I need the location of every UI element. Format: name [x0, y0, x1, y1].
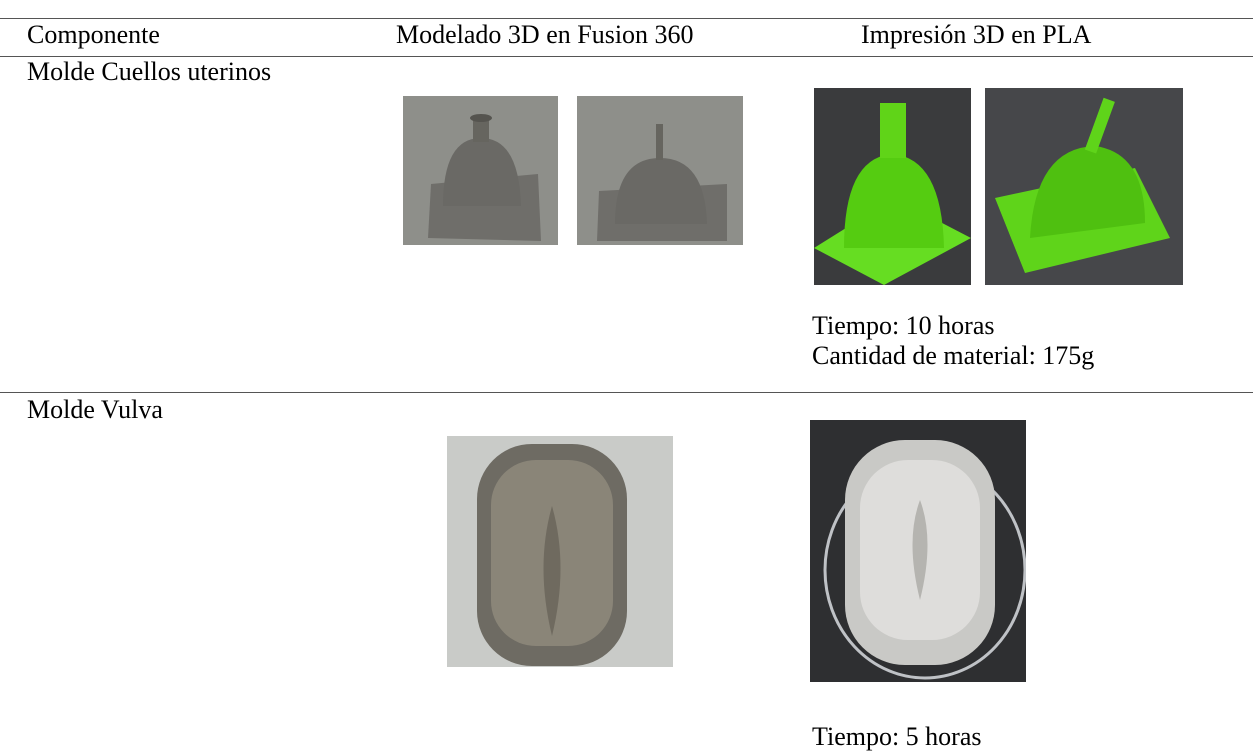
header-cell: Impresión 3D en PLA [861, 20, 1092, 49]
table-rule [0, 392, 1253, 393]
fusion-render [403, 96, 558, 245]
fusion-render [577, 96, 743, 245]
detail-text: Cantidad de material: 175g [812, 341, 1095, 370]
pla-photo [810, 420, 1026, 682]
fusion-render [447, 436, 673, 667]
pla-photo [985, 88, 1183, 285]
detail-text: Tiempo: 10 horas [812, 311, 995, 340]
table-rule [0, 18, 1253, 19]
detail-text: Tiempo: 5 horas [812, 722, 982, 751]
header-cell: Modelado 3D en Fusion 360 [396, 20, 694, 49]
table-rule [0, 56, 1253, 57]
pla-photo [814, 88, 971, 285]
component-label: Molde Cuellos uterinos [27, 57, 272, 86]
header-cell: Componente [27, 20, 160, 49]
component-label: Molde Vulva [27, 395, 163, 424]
